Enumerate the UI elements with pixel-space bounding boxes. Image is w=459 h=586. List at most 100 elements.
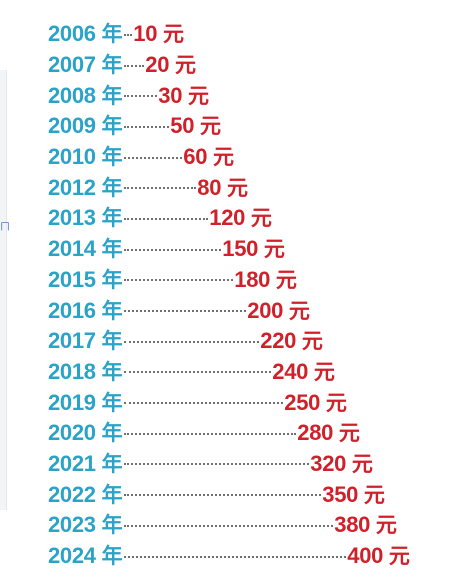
price-unit: 元 [301, 329, 323, 354]
year-unit: 年 [101, 482, 123, 507]
price-unit: 元 [162, 22, 184, 47]
price-label: 280 元 [297, 417, 360, 447]
price-label: 50 元 [170, 110, 221, 140]
price-label: 350 元 [322, 479, 385, 509]
price-label: 20 元 [145, 49, 196, 79]
year-unit: 年 [101, 114, 123, 139]
price-unit: 元 [363, 482, 385, 507]
price-label: 200 元 [247, 295, 310, 325]
price-row: 2020 年 280 元 [48, 417, 410, 448]
price-label: 240 元 [272, 356, 335, 386]
year-label: 2013 年 [48, 202, 123, 232]
year-number: 2007 [48, 52, 96, 78]
price-number: 20 [145, 52, 170, 78]
price-row: 2010 年 60 元 [48, 141, 410, 172]
leader-dots [124, 432, 297, 435]
year-unit: 年 [101, 83, 123, 108]
year-label: 2009 年 [48, 110, 123, 140]
price-row: 2016 年 200 元 [48, 294, 410, 325]
price-label: 10 元 [133, 18, 184, 48]
leader-dots [124, 156, 183, 159]
price-row: 2012 年 80 元 [48, 171, 410, 202]
price-unit: 元 [388, 544, 410, 569]
year-label: 2014 年 [48, 233, 123, 263]
price-row: 2024 年 400 元 [48, 540, 410, 571]
leader-dots [124, 95, 158, 98]
price-number: 80 [197, 174, 222, 200]
price-unit: 元 [325, 390, 347, 415]
leader-dots [124, 371, 272, 374]
leader-dots [124, 248, 222, 251]
leader-dots [124, 463, 310, 466]
year-number: 2018 [48, 358, 96, 384]
price-number: 220 [260, 328, 297, 354]
side-glyph: ㄇ [0, 222, 10, 233]
price-row: 2023 年 380 元 [48, 509, 410, 540]
price-number: 180 [234, 266, 271, 292]
leader-dots [124, 524, 334, 527]
price-unit: 元 [338, 421, 360, 446]
price-unit: 元 [226, 175, 248, 200]
year-number: 2010 [48, 144, 96, 170]
leader-dots [124, 494, 322, 497]
price-label: 150 元 [222, 233, 285, 263]
price-row: 2015 年 180 元 [48, 264, 410, 295]
year-label: 2012 年 [48, 172, 123, 202]
price-unit: 元 [187, 83, 209, 108]
year-unit: 年 [101, 359, 123, 384]
year-unit: 年 [101, 175, 123, 200]
year-number: 2009 [48, 113, 96, 139]
price-number: 60 [183, 144, 208, 170]
price-row: 2008 年 30 元 [48, 79, 410, 110]
price-unit: 元 [288, 298, 310, 323]
price-row: 2017 年 220 元 [48, 325, 410, 356]
year-label: 2022 年 [48, 479, 123, 509]
price-number: 280 [297, 420, 334, 446]
price-number: 320 [310, 450, 347, 476]
price-row: 2007 年 20 元 [48, 49, 410, 80]
price-unit: 元 [212, 145, 234, 170]
price-label: 180 元 [234, 264, 297, 294]
price-number: 380 [334, 512, 371, 538]
year-unit: 年 [101, 544, 123, 569]
year-unit: 年 [101, 22, 123, 47]
year-unit: 年 [101, 329, 123, 354]
year-label: 2007 年 [48, 49, 123, 79]
price-label: 320 元 [310, 448, 373, 478]
year-number: 2024 [48, 543, 96, 569]
year-number: 2020 [48, 420, 96, 446]
year-number: 2008 [48, 82, 96, 108]
year-unit: 年 [101, 237, 123, 262]
price-number: 200 [247, 297, 284, 323]
year-label: 2015 年 [48, 264, 123, 294]
price-unit: 元 [174, 53, 196, 78]
year-label: 2010 年 [48, 141, 123, 171]
price-label: 380 元 [334, 509, 397, 539]
leader-dots [124, 64, 145, 67]
year-number: 2021 [48, 450, 96, 476]
price-row: 2019 年 250 元 [48, 386, 410, 417]
year-unit: 年 [101, 267, 123, 292]
price-row: 2013 年 120 元 [48, 202, 410, 233]
leader-dots [124, 217, 209, 220]
year-unit: 年 [101, 390, 123, 415]
leader-dots [124, 279, 234, 282]
price-row: 2022 年 350 元 [48, 478, 410, 509]
year-label: 2008 年 [48, 80, 123, 110]
price-label: 30 元 [158, 80, 209, 110]
year-number: 2013 [48, 205, 96, 231]
price-row: 2006 年 10 元 [48, 18, 410, 49]
year-label: 2006 年 [48, 18, 123, 48]
price-number: 150 [222, 236, 259, 262]
price-label: 80 元 [197, 172, 248, 202]
leader-dots [124, 555, 347, 558]
price-label: 60 元 [183, 141, 234, 171]
price-number: 30 [158, 82, 183, 108]
year-unit: 年 [101, 206, 123, 231]
price-unit: 元 [263, 237, 285, 262]
price-unit: 元 [250, 206, 272, 231]
price-label: 400 元 [347, 540, 410, 570]
leader-dots [124, 187, 197, 190]
year-number: 2017 [48, 328, 96, 354]
year-label: 2019 年 [48, 387, 123, 417]
